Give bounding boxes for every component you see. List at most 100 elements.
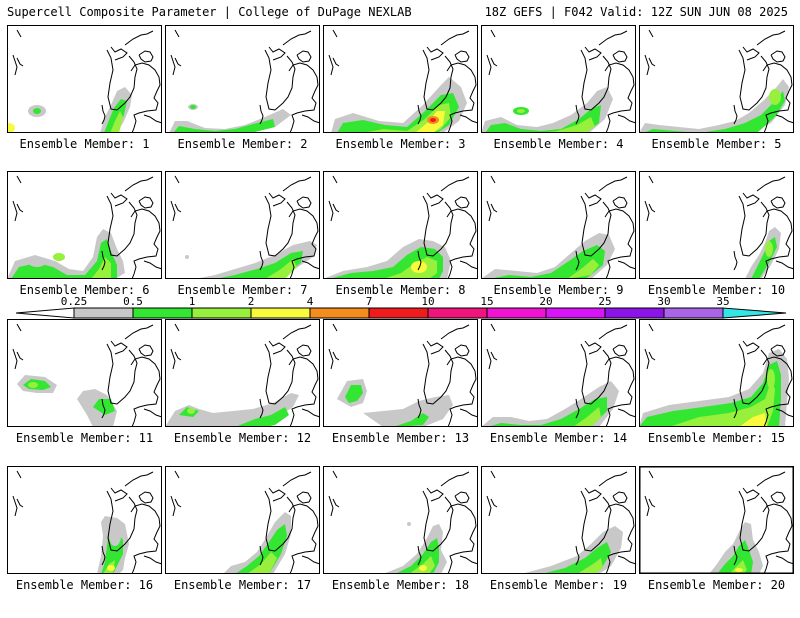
scp-contour — [735, 568, 743, 572]
ensemble-panel: Ensemble Member: 10 — [639, 171, 794, 323]
scp-contour — [235, 407, 289, 427]
panel-frame — [481, 466, 636, 574]
coastline — [12, 470, 162, 574]
panel-map — [323, 25, 478, 133]
ensemble-member-label: Ensemble Member: 16 — [15, 578, 154, 592]
panel-map — [323, 319, 478, 427]
coastline — [644, 29, 794, 133]
river-line — [16, 498, 106, 566]
colorbar-tick-label: 25 — [598, 295, 612, 308]
ensemble-panel: Ensemble Member: 5 — [639, 25, 794, 177]
panel-map — [7, 319, 162, 427]
river-line — [648, 203, 738, 271]
river-line — [16, 351, 106, 419]
colorbar-tick-label: 7 — [365, 295, 373, 308]
panel-frame — [639, 466, 794, 574]
ensemble-panel: Ensemble Member: 14 — [481, 319, 636, 471]
scp-contour — [419, 565, 427, 571]
panel-map — [639, 319, 794, 427]
colorbar-swatch — [250, 307, 311, 319]
ensemble-member-label: Ensemble Member: 7 — [177, 283, 308, 297]
river-line — [174, 498, 264, 566]
scp-contour — [430, 118, 436, 122]
panel-map — [481, 466, 636, 574]
coastline — [644, 323, 794, 427]
scp-contour — [517, 109, 525, 113]
colorbar-tick-label: 0.5 — [123, 295, 143, 308]
colorbar-tick-label: 10 — [421, 295, 435, 308]
colorbar-swatch — [132, 307, 193, 319]
panel-frame — [7, 25, 162, 133]
scp-contour — [190, 105, 196, 109]
panel-frame — [323, 466, 478, 574]
colorbar-tick-label: 15 — [480, 295, 494, 308]
scp-contour — [573, 407, 601, 427]
river-line — [648, 351, 738, 419]
ensemble-member-label: Ensemble Member: 9 — [493, 283, 624, 297]
scp-contour — [769, 89, 781, 105]
panel-frame — [639, 25, 794, 133]
ensemble-member-label: Ensemble Member: 13 — [331, 431, 470, 445]
product-title: Supercell Composite Parameter | College … — [7, 5, 412, 19]
colorbar-swatch — [368, 307, 429, 319]
panel-map — [165, 25, 320, 133]
scp-contour — [247, 552, 277, 574]
colorbar-tick-label: 30 — [657, 295, 671, 308]
ensemble-member-label: Ensemble Member: 11 — [15, 431, 154, 445]
ensemble-panel: Ensemble Member: 13 — [323, 319, 478, 471]
panel-frame — [7, 319, 162, 427]
panel-map — [165, 319, 320, 427]
colorbar-swatch — [486, 307, 547, 319]
ensemble-member-label: Ensemble Member: 18 — [331, 578, 470, 592]
river-line — [332, 203, 422, 271]
coastline — [12, 29, 162, 133]
scp-contour — [669, 381, 775, 427]
scp-contour — [33, 108, 41, 114]
ensemble-member-label: Ensemble Member: 6 — [19, 283, 150, 297]
scp-contour — [91, 257, 111, 279]
scp-contour — [28, 382, 38, 388]
colorbar-tick-label: 0.25 — [60, 295, 88, 308]
panel-map — [7, 25, 162, 133]
colorbar-tick-label: 1 — [188, 295, 196, 308]
coastline — [486, 175, 636, 279]
scp-contour — [567, 259, 599, 279]
panel-map — [639, 25, 794, 133]
colorbar-swatch — [427, 307, 488, 319]
ensemble-member-label: Ensemble Member: 15 — [647, 431, 786, 445]
panel-frame — [7, 466, 162, 574]
coastline — [12, 175, 162, 279]
ensemble-member-label: Ensemble Member: 3 — [335, 137, 466, 151]
coastline — [486, 29, 636, 133]
ensemble-panel: Ensemble Member: 7 — [165, 171, 320, 323]
panel-map — [481, 171, 636, 279]
scp-contour — [485, 105, 601, 133]
coastline — [12, 323, 162, 427]
scp-contour — [487, 397, 607, 427]
ensemble-member-label: Ensemble Member: 4 — [493, 137, 624, 151]
coastline — [170, 323, 320, 427]
ensemble-member-label: Ensemble Member: 10 — [647, 283, 786, 297]
panel-map — [165, 171, 320, 279]
scp-contour — [265, 259, 297, 279]
scp-contour — [29, 259, 45, 267]
panel-frame — [639, 171, 794, 279]
coastline — [486, 323, 636, 427]
ensemble-member-label: Ensemble Member: 8 — [335, 283, 466, 297]
panel-map — [639, 466, 794, 574]
scp-contour — [11, 239, 117, 279]
ensemble-panel: Ensemble Member: 9 — [481, 171, 636, 323]
scp-contour — [765, 241, 773, 257]
ensemble-member-label: Ensemble Member: 17 — [173, 578, 312, 592]
ensemble-panel: Ensemble Member: 4 — [481, 25, 636, 177]
colorbar-swatch — [309, 307, 370, 319]
panel-frame — [165, 171, 320, 279]
ensemble-member-label: Ensemble Member: 1 — [19, 137, 150, 151]
scp-contour — [767, 369, 775, 389]
color-scale-bar: 0.25 0.5 1 2 4 7 10 15 20 25 30 35 — [0, 296, 800, 322]
colorbar-tick-label: 20 — [539, 295, 553, 308]
colorbar-swatch — [604, 307, 665, 319]
colorbar-max-arrow — [722, 307, 787, 319]
colorbar-swatch — [191, 307, 252, 319]
color-scale-graphic — [15, 307, 787, 319]
